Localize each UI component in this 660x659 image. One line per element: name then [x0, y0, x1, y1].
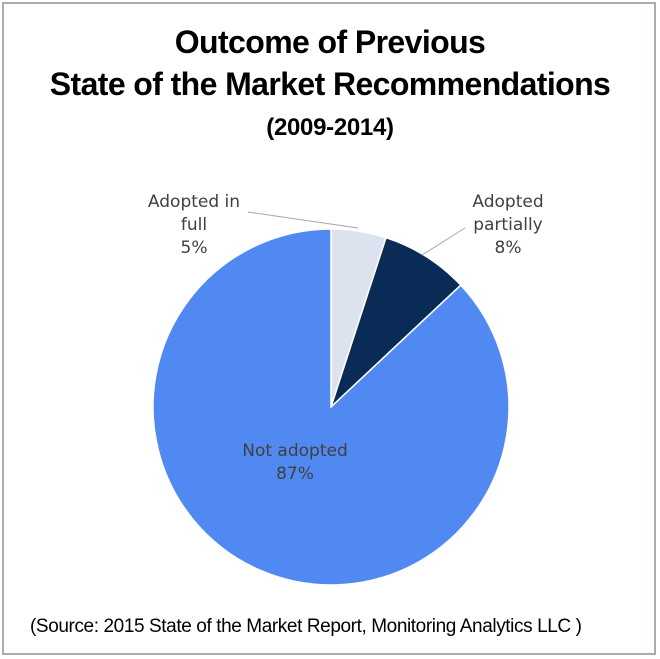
pie-slice-not-adopted: [152, 228, 510, 586]
slice-category-label: partially: [473, 215, 543, 235]
chart-subtitle: (2009-2014): [266, 114, 394, 141]
leader-line-adopted-partially: [421, 227, 466, 256]
pie-slice-adopted-partially: [330, 236, 462, 408]
slice-labels: Adopted in full 5% Adopted partially 8% Not ad…: [148, 192, 544, 484]
leader-lines: [247, 211, 466, 256]
slice-category-label: Adopted in: [148, 192, 240, 212]
chart-title-line-2: State of the Market Recommendations: [49, 66, 611, 102]
chart-title: Outcome of Previous: [174, 24, 486, 60]
slice-value-label: 5%: [181, 238, 208, 258]
slice-category-label: Adopted: [472, 192, 543, 212]
slice-value-label: 87%: [276, 464, 314, 484]
slice-category-label: Not adopted: [242, 441, 348, 461]
slice-value-label: 8%: [495, 238, 522, 258]
slice-category-label: full: [181, 215, 207, 235]
pie-slices: [152, 228, 510, 586]
leader-line-adopted-in-full: [247, 211, 359, 229]
source-note: (Source: 2015 State of the Market Report…: [30, 616, 582, 637]
